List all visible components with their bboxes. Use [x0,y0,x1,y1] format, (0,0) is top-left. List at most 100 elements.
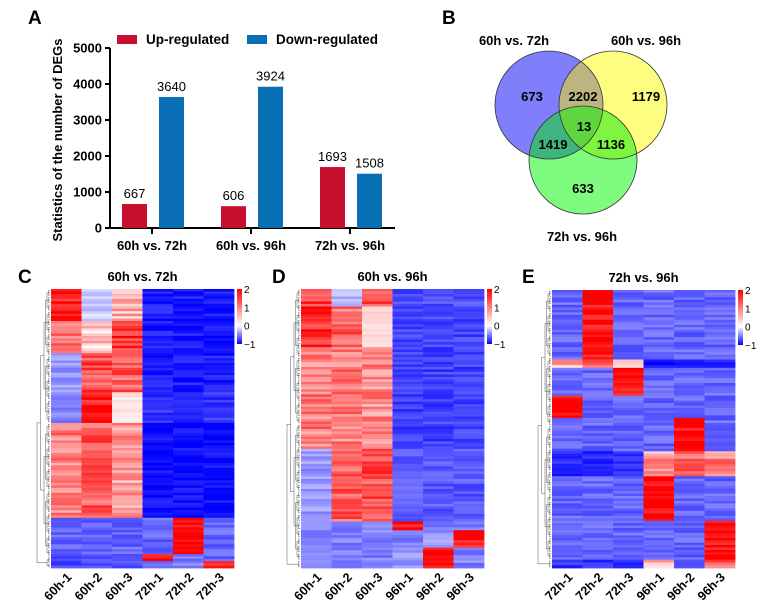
heatmap-cell [643,304,675,308]
heatmap-cell [362,303,393,307]
heatmap-cell [173,472,204,476]
heatmap-cell [142,335,174,339]
heatmap-cell [453,557,485,561]
heatmap-cell [331,516,363,520]
heatmap-cell [203,442,235,446]
heatmap-cell [51,427,82,431]
heatmap-cell [582,410,614,414]
heatmap-cell [423,291,454,295]
heatmap-cell [51,318,82,322]
heatmap-cell [613,410,644,414]
heatmap-cell [362,513,393,517]
heatmap-cell [704,400,736,404]
heatmap-cell [704,339,736,343]
heatmap-cell [51,298,82,302]
heatmap-cell [423,339,454,343]
heatmap-cell [453,308,485,312]
heatmap-cell [331,488,363,492]
heatmap-cell [331,391,363,395]
heatmap-cell [552,565,583,569]
heatmap-cell [362,532,393,536]
heatmap-cell [392,326,424,330]
heatmap-cell [362,421,393,425]
heatmap-cell [81,517,113,521]
heatmap-cell [81,502,113,506]
heatmap-cell [392,396,424,400]
heatmap-cell [552,513,583,517]
bar-value-label: 1508 [355,156,384,171]
heatmap-cell [552,528,583,531]
heatmap-cell [112,485,143,489]
heatmap-cell [423,303,454,307]
heatmap-cell [51,412,82,416]
heatmap-cell [423,545,454,549]
heatmap-cell [112,399,143,403]
heatmap-cell [142,343,174,347]
heatmap-cell [704,435,736,439]
heatmap-cell [552,562,583,566]
heatmap-cell [51,301,82,305]
heatmap-cell [582,342,614,346]
heatmap-column-label: 60h-3 [352,570,385,603]
heatmap-cell [301,366,332,370]
venn-value-bc: 1136 [597,137,625,152]
heatmap-cell [51,447,82,451]
heatmap-cell [674,393,705,397]
heatmap-cell [331,532,363,536]
heatmap-cell [674,488,705,492]
heatmap-cell [112,537,143,540]
heatmap-cell [453,293,485,297]
heatmap-cell [674,417,705,421]
heatmap-cell [453,409,485,413]
heatmap-cell [173,440,204,444]
heatmap-cell [674,372,705,376]
heatmap-cell [362,448,393,452]
heatmap-cell [453,344,485,348]
heatmap-cell [423,476,454,480]
heatmap-cell [331,530,363,534]
heatmap-cell [582,488,614,492]
heatmap-cell [674,334,705,338]
heatmap-cell [613,559,644,563]
heatmap-cell [203,301,235,305]
heatmap-cell [613,503,644,507]
heatmap-cell [423,298,454,302]
heatmap-cell [392,394,424,398]
heatmap-cell [392,493,424,497]
heatmap-cell [453,349,485,353]
heatmap-cell [613,530,644,534]
heatmap-cell [643,388,675,391]
heatmap-cell [51,507,82,511]
heatmap-cell [674,425,705,429]
heatmap-cell [674,294,705,298]
heatmap-cell [362,326,393,330]
heatmap-cell [142,323,174,327]
heatmap-cell [112,328,143,332]
heatmap-cell [203,377,235,381]
heatmap-cell [51,313,82,317]
heatmap-cell [582,385,614,389]
heatmap-cell [203,457,235,461]
heatmap-cell [173,330,204,334]
heatmap-cell [453,441,485,445]
heatmap-cell [362,441,393,445]
heatmap-cell [112,389,143,393]
heatmap-cell [331,379,363,383]
heatmap-cell [552,400,583,404]
heatmap-cell [81,394,113,398]
heatmap-cell [142,510,174,514]
heatmap-cell [203,452,235,456]
heatmap-cell [453,389,485,393]
heatmap-cell [423,518,454,522]
heatmap-cell [582,347,614,350]
heatmap-cell [392,562,424,566]
heatmap-cell [643,443,675,447]
heatmap-cell [643,322,675,326]
heatmap-cell [203,561,235,564]
heatmap-cell [552,380,583,384]
heatmap-cell [203,565,235,569]
heatmap-cell [704,451,736,455]
heatmap-cell [613,468,644,472]
heatmap-cell [423,516,454,520]
heatmap-cell [81,343,113,347]
